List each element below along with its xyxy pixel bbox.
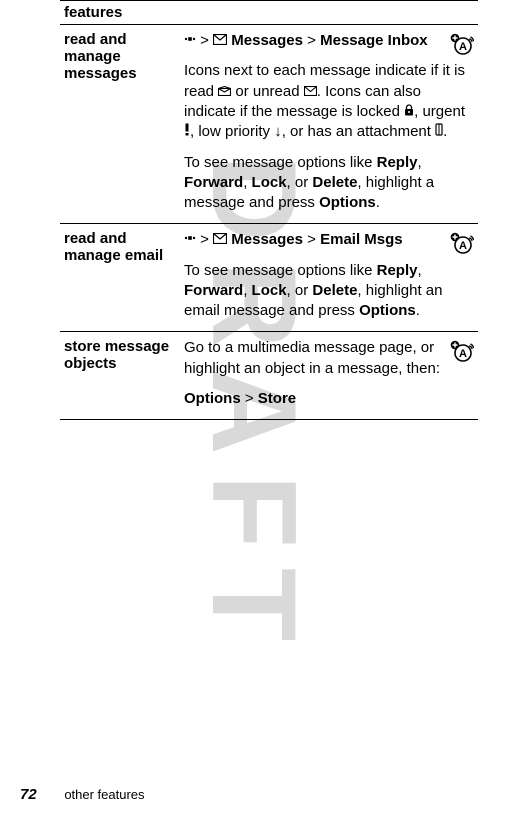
row-desc: A > Messages > Message Inbox Icons next … (180, 25, 478, 224)
nav-path: > Messages > Email Msgs (184, 230, 474, 250)
features-table: features read and manage messages A > Me… (60, 0, 478, 420)
read-icon (218, 82, 231, 102)
body-text: Go to a multimedia message page, or high… (184, 338, 474, 379)
messages-icon (213, 31, 227, 51)
availability-badge-icon: A (448, 340, 474, 368)
availability-badge-icon: A (448, 232, 474, 260)
table-row: read and manage messages A > Messages > … (60, 25, 478, 224)
body-text: To see message options like Reply, Forwa… (184, 153, 474, 214)
table-header: features (60, 1, 478, 25)
low-priority-icon: ↓ (274, 123, 282, 140)
unread-icon (304, 82, 317, 102)
lock-icon (404, 102, 414, 122)
nav-path: > Messages > Message Inbox (184, 31, 474, 51)
center-key-icon (184, 31, 196, 51)
svg-text:A: A (459, 41, 467, 53)
availability-badge-icon: A (448, 33, 474, 61)
row-label: store message objects (60, 332, 180, 420)
table-row: read and manage email A > Messages > Ema… (60, 224, 478, 332)
page-content: features read and manage messages A > Me… (0, 0, 508, 420)
svg-text:A: A (459, 240, 467, 252)
svg-text:A: A (459, 348, 467, 360)
body-text: Icons next to each message indicate if i… (184, 61, 474, 142)
page-number: 72 (20, 786, 37, 803)
section-title: other features (64, 787, 144, 802)
attachment-icon (435, 122, 443, 142)
messages-icon (213, 230, 227, 250)
page-footer: 72 other features (20, 786, 145, 803)
row-label: read and manage email (60, 224, 180, 332)
row-label: read and manage messages (60, 25, 180, 224)
row-desc: A > Messages > Email Msgs To see message… (180, 224, 478, 332)
row-desc: A Go to a multimedia message page, or hi… (180, 332, 478, 420)
nav-path: Options > Store (184, 389, 474, 409)
table-row: store message objects A Go to a multimed… (60, 332, 478, 420)
center-key-icon (184, 230, 196, 250)
body-text: To see message options like Reply, Forwa… (184, 261, 474, 322)
